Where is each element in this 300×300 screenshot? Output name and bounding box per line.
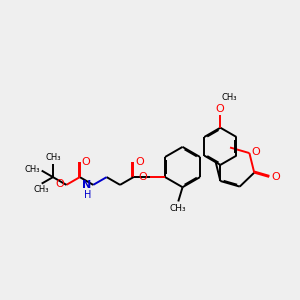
Text: O: O (216, 104, 224, 114)
Text: O: O (136, 157, 144, 166)
Text: O: O (82, 157, 90, 166)
Text: H: H (84, 190, 92, 200)
Text: CH₃: CH₃ (169, 204, 186, 213)
Text: O: O (139, 172, 147, 182)
Text: CH₃: CH₃ (33, 185, 49, 194)
Text: O: O (271, 172, 280, 182)
Text: N: N (82, 180, 92, 190)
Text: CH₃: CH₃ (45, 153, 61, 162)
Text: O: O (252, 148, 260, 158)
Text: CH₃: CH₃ (222, 93, 237, 102)
Text: O: O (56, 179, 64, 189)
Text: CH₃: CH₃ (24, 165, 40, 174)
